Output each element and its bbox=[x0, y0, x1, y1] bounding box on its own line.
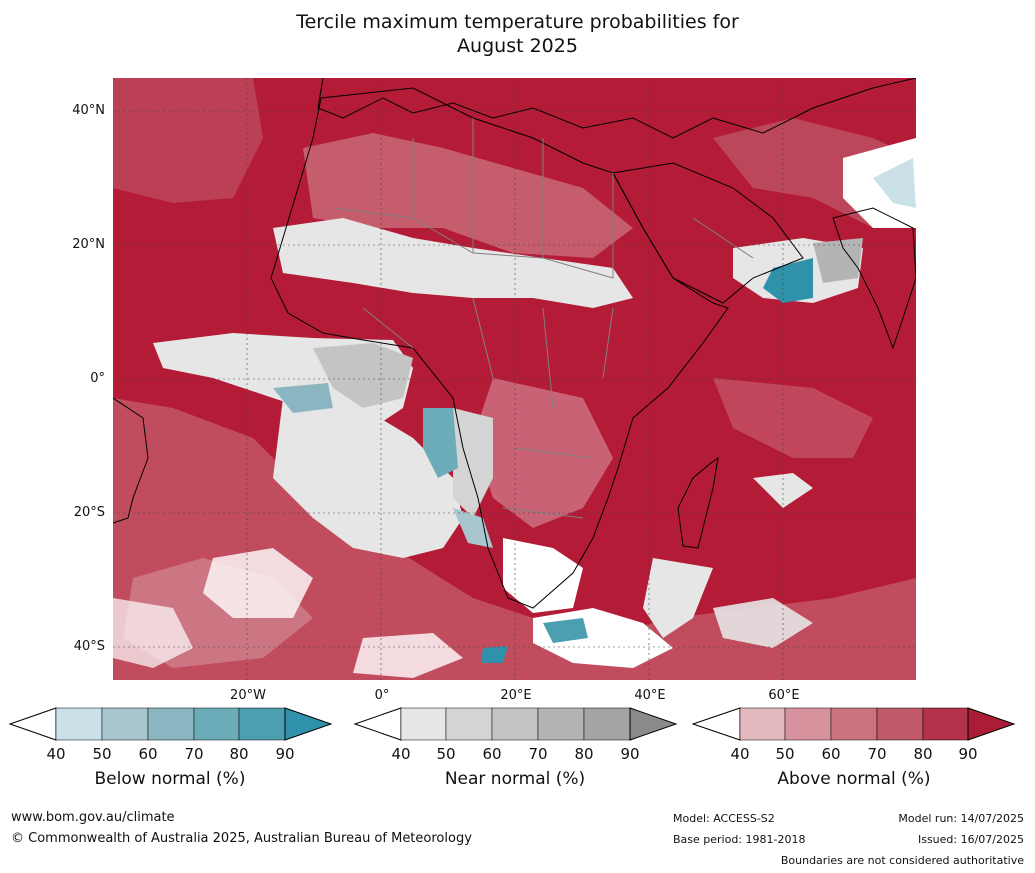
near-tick-90: 90 bbox=[620, 745, 640, 763]
near-tick-60: 60 bbox=[482, 745, 502, 763]
near-tick-50: 50 bbox=[436, 745, 456, 763]
footer-issued: Issued: 16/07/2025 bbox=[917, 833, 1024, 846]
below-tick-90: 90 bbox=[275, 745, 295, 763]
footer-model-run: Model run: 14/07/2025 bbox=[898, 812, 1024, 825]
footer-base-period: Base period: 1981-2018 bbox=[673, 833, 806, 846]
probability-map bbox=[113, 78, 916, 680]
arabia-coastline bbox=[612, 162, 804, 304]
lon-label-60e: 60°E bbox=[768, 688, 800, 703]
europe-coastline bbox=[317, 78, 916, 139]
above-normal-label: Above normal (%) bbox=[777, 769, 931, 789]
below-tick-40: 40 bbox=[46, 745, 66, 763]
colorbar-near bbox=[353, 707, 678, 741]
below-normal-patches bbox=[273, 158, 916, 663]
lat-label-40n: 40°N bbox=[72, 103, 105, 118]
lat-label-20s: 20°S bbox=[73, 505, 105, 520]
colorbar-above bbox=[691, 707, 1016, 741]
lat-label-equator: 0° bbox=[90, 371, 105, 386]
lat-label-40s: 40°S bbox=[73, 639, 105, 654]
india-coastline bbox=[832, 207, 916, 350]
above-tick-80: 80 bbox=[913, 745, 933, 763]
below-tick-60: 60 bbox=[138, 745, 158, 763]
footer-url[interactable]: www.bom.gov.au/climate bbox=[11, 810, 175, 825]
map-title-line1: Tercile maximum temperature probabilitie… bbox=[296, 11, 739, 33]
above-tick-60: 60 bbox=[821, 745, 841, 763]
below-tick-50: 50 bbox=[92, 745, 112, 763]
country-borders bbox=[332, 118, 754, 519]
above-tick-40: 40 bbox=[730, 745, 750, 763]
map-title-line2: August 2025 bbox=[457, 35, 578, 57]
footer-copyright: © Commonwealth of Australia 2025, Austra… bbox=[11, 831, 472, 846]
near-tick-70: 70 bbox=[528, 745, 548, 763]
footer-model: Model: ACCESS-S2 bbox=[673, 812, 775, 825]
south-america-coastline bbox=[113, 397, 149, 524]
lon-label-0: 0° bbox=[374, 688, 390, 703]
graticule bbox=[113, 78, 916, 680]
footer-disclaimer: Boundaries are not considered authoritat… bbox=[780, 854, 1024, 867]
lon-label-20w: 20°W bbox=[230, 688, 266, 703]
lon-label-40e: 40°E bbox=[634, 688, 666, 703]
above-tick-70: 70 bbox=[867, 745, 887, 763]
map-svg bbox=[113, 78, 916, 680]
below-tick-70: 70 bbox=[184, 745, 204, 763]
near-tick-40: 40 bbox=[391, 745, 411, 763]
lat-label-20n: 20°N bbox=[72, 237, 105, 252]
above-tick-50: 50 bbox=[775, 745, 795, 763]
above-tick-90: 90 bbox=[958, 745, 978, 763]
below-normal-label: Below normal (%) bbox=[94, 769, 246, 789]
near-normal-label: Near normal (%) bbox=[444, 769, 586, 789]
madagascar-coastline bbox=[677, 456, 719, 549]
colorbars-svg bbox=[8, 707, 1016, 741]
lon-label-20e: 20°E bbox=[500, 688, 532, 703]
colorbar-below bbox=[8, 707, 333, 741]
below-tick-80: 80 bbox=[229, 745, 249, 763]
near-tick-80: 80 bbox=[574, 745, 594, 763]
